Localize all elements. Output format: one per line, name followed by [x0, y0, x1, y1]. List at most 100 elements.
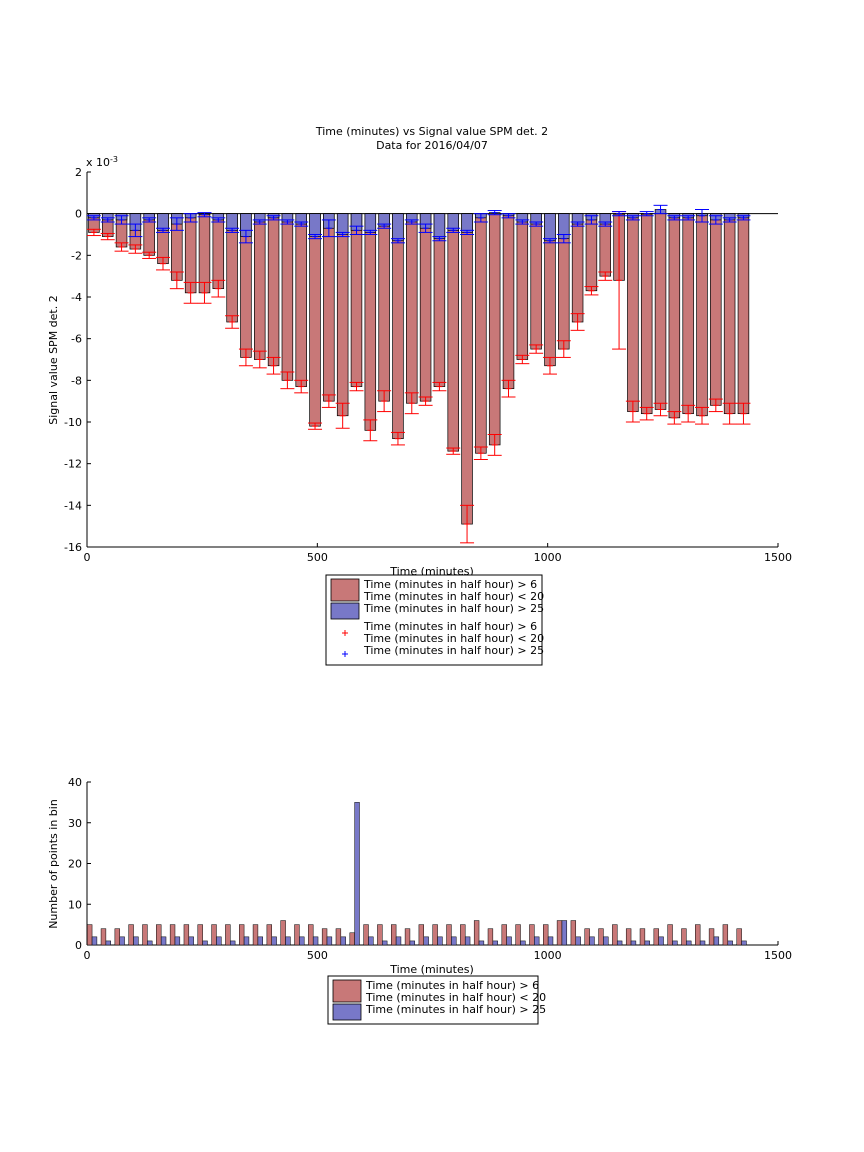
- red-signal-bar: [571, 213, 584, 323]
- red-count-bar: [86, 924, 93, 946]
- red-count-bar: [197, 924, 203, 946]
- y-exponent-power: -3: [110, 155, 118, 164]
- red-signal-bar: [710, 213, 722, 406]
- y-tick-label: 30: [68, 817, 82, 830]
- red-count-bar: [501, 924, 507, 946]
- legend-label: Time (minutes in half hour) > 25: [363, 644, 544, 657]
- x-tick-label: 1500: [764, 949, 792, 962]
- red-count-bar: [211, 924, 217, 946]
- red-count-bar: [225, 924, 231, 946]
- red-count-bar: [308, 924, 314, 946]
- x-tick-label: 1500: [764, 551, 792, 564]
- blue-count-bar: [575, 936, 581, 946]
- blue-signal-bar: [364, 213, 377, 233]
- blue-count-bar: [451, 936, 457, 946]
- red-count-bar: [156, 924, 162, 946]
- y-axis-label-2: Number of points in bin: [47, 799, 60, 929]
- legend-box: [325, 574, 543, 666]
- red-count-bar: [473, 920, 480, 946]
- red-count-bar: [391, 924, 397, 946]
- red-signal-bar: [295, 213, 307, 387]
- red-count-bar: [736, 928, 742, 946]
- x-tick-label: 1000: [534, 949, 562, 962]
- red-count-bar: [128, 924, 134, 946]
- blue-signal-bar: [392, 213, 404, 242]
- blue-count-bar: [561, 920, 568, 946]
- blue-count-bar: [520, 940, 526, 946]
- blue-count-bar: [547, 936, 554, 946]
- red-count-bar: [239, 924, 245, 946]
- red-signal-bar: [350, 213, 363, 387]
- red-signal-bar: [267, 213, 280, 367]
- blue-count-bar: [202, 940, 208, 946]
- blue-count-bar: [271, 936, 277, 946]
- blue-signal-bar: [544, 213, 556, 242]
- blue-count-bar: [630, 940, 637, 946]
- red-signal-bar: [502, 213, 515, 390]
- x-tick-label: 0: [84, 551, 91, 564]
- y-tick-label: 20: [68, 858, 82, 871]
- blue-count-bar: [423, 936, 429, 946]
- plot-bg: [87, 782, 778, 945]
- red-signal-bar: [254, 213, 266, 360]
- red-count-bar: [543, 924, 549, 946]
- blue-signal-bar: [309, 213, 321, 237]
- red-signal-bar: [668, 213, 681, 419]
- x-tick-label: 0: [84, 949, 91, 962]
- red-count-bar: [377, 924, 383, 946]
- y-tick-label: -2: [71, 249, 82, 262]
- blue-count-bar: [409, 940, 416, 946]
- y-tick-label: 10: [68, 898, 82, 911]
- y-tick-label: 0: [75, 939, 82, 952]
- legend-label: Time (minutes in half hour) > 6: [363, 620, 537, 633]
- red-count-bar: [321, 928, 328, 946]
- red-signal-bar: [212, 213, 225, 290]
- red-count-bar: [363, 924, 369, 946]
- red-signal-bar: [516, 213, 529, 360]
- red-count-bar: [183, 924, 190, 946]
- chart-subtitle: Data for 2016/04/07: [376, 139, 488, 152]
- red-count-bar: [612, 924, 618, 946]
- y-tick-label: -16: [64, 541, 82, 554]
- red-count-bar: [100, 928, 107, 946]
- y-tick-label: -8: [71, 374, 82, 387]
- legend-label: Time (minutes in half hour) > 6: [365, 979, 539, 992]
- red-signal-bar: [682, 213, 694, 415]
- blue-count-bar: [147, 940, 153, 946]
- blue-count-bar: [216, 936, 222, 946]
- red-count-bar: [266, 924, 272, 946]
- red-signal-bar: [336, 213, 349, 417]
- blue-count-bar: [464, 936, 471, 946]
- y-exponent-base: x 10: [86, 156, 110, 169]
- signal-legend: Time (minutes in half hour) > 6 Time (min…: [325, 574, 544, 666]
- blue-count-bar: [368, 936, 374, 946]
- red-signal-bar: [627, 213, 639, 412]
- red-count-bar: [335, 928, 342, 946]
- legend-label: Time (minutes in half hour) > 6: [363, 578, 537, 591]
- blue-count-bar: [686, 940, 692, 946]
- blue-legend-swatch: [332, 1003, 362, 1021]
- red-count-bar: [598, 928, 604, 946]
- red-count-bar: [114, 928, 120, 946]
- blue-count-bar: [382, 940, 388, 946]
- red-count-bar: [460, 924, 466, 946]
- blue-count-bar: [299, 936, 305, 946]
- legend-label: Time (minutes in half hour) < 20: [365, 991, 546, 1004]
- chart-title: Time (minutes) vs Signal value SPM det. …: [315, 125, 548, 138]
- red-signal-bar: [737, 213, 750, 415]
- blue-count-bar: [506, 936, 512, 946]
- red-signal-bar: [723, 213, 736, 415]
- blue-count-bar: [534, 936, 540, 946]
- red-count-bar: [653, 928, 659, 946]
- blue-count-bar: [188, 936, 194, 946]
- red-signal-bar: [419, 213, 432, 402]
- x-axis-label-2: Time (minutes): [389, 963, 474, 976]
- blue-count-bar: [699, 940, 706, 946]
- red-signal-bar: [447, 213, 459, 452]
- red-count-bar: [529, 924, 535, 946]
- red-count-bar: [695, 924, 701, 946]
- blue-count-bar: [230, 940, 236, 946]
- signal-chart: Time (minutes) vs Signal value SPM det. …: [47, 125, 792, 666]
- blue-count-bar: [644, 940, 650, 946]
- red-signal-bar: [198, 213, 211, 294]
